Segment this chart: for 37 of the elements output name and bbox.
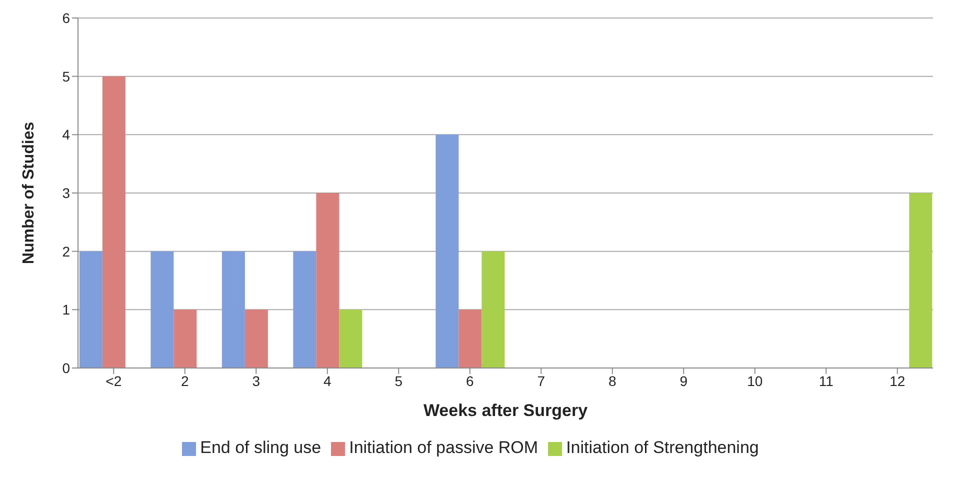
x-tick-label: <2 bbox=[106, 372, 122, 389]
y-tick-label: 6 bbox=[62, 10, 70, 26]
bar bbox=[458, 310, 482, 368]
y-tick-label: 2 bbox=[62, 243, 70, 260]
x-axis-title: Weeks after Surgery bbox=[423, 401, 588, 420]
x-tick-label: 5 bbox=[394, 372, 403, 389]
x-tick-label: 4 bbox=[323, 372, 332, 389]
bar bbox=[244, 310, 268, 368]
y-tick-label: 5 bbox=[62, 68, 70, 84]
bar bbox=[909, 193, 932, 368]
y-tick-label: 3 bbox=[62, 184, 70, 201]
x-tick-label: 3 bbox=[252, 372, 260, 389]
bar bbox=[222, 251, 245, 368]
x-tick-label: 9 bbox=[680, 372, 688, 389]
bar bbox=[339, 310, 362, 368]
bar bbox=[436, 134, 459, 368]
x-tick-label: 6 bbox=[466, 372, 474, 389]
x-tick-label: 11 bbox=[818, 372, 834, 389]
y-tick-label: 1 bbox=[62, 302, 70, 318]
x-tick-label: 8 bbox=[608, 372, 616, 389]
x-tick-label: 10 bbox=[747, 372, 763, 389]
bar bbox=[102, 76, 126, 368]
bar bbox=[293, 251, 316, 368]
legend-label: Initiation of Strengthening bbox=[566, 438, 759, 457]
legend-label: End of sling use bbox=[200, 438, 322, 457]
bar bbox=[174, 310, 197, 368]
y-axis-title: Number of Studies bbox=[20, 122, 38, 264]
bar bbox=[79, 251, 102, 368]
bar bbox=[316, 193, 340, 368]
bar bbox=[150, 251, 174, 368]
x-tick-label: 7 bbox=[537, 372, 546, 389]
x-tick-label: 2 bbox=[180, 372, 189, 389]
legend-label: Initiation of passive ROM bbox=[349, 438, 538, 457]
y-tick-label: 4 bbox=[62, 126, 70, 143]
x-tick-label: 12 bbox=[890, 372, 906, 389]
bar bbox=[482, 251, 505, 368]
y-tick-label: 0 bbox=[62, 360, 70, 376]
